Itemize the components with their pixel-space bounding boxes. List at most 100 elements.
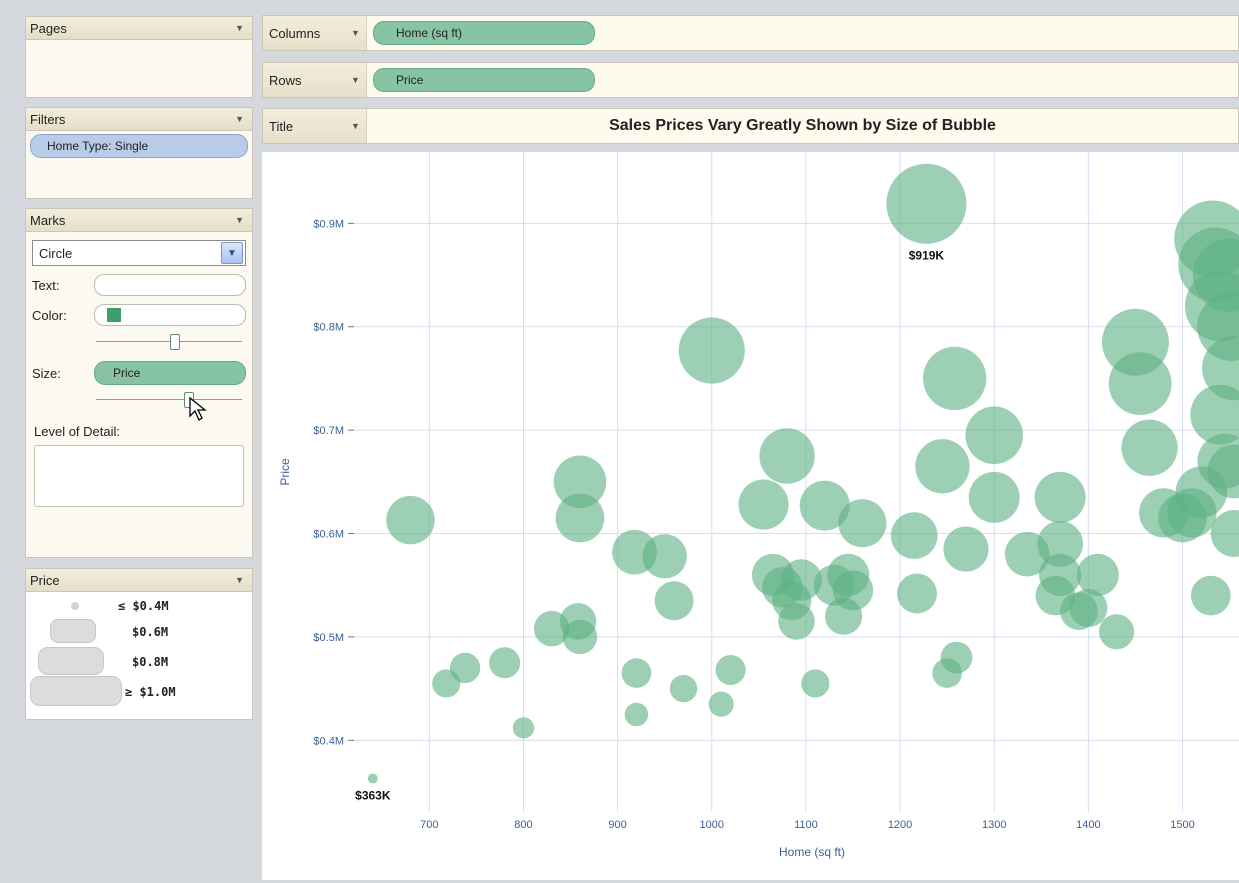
columns-shelf-label[interactable]: Columns ▼: [263, 16, 367, 50]
size-legend-header[interactable]: Price ▼: [26, 569, 252, 592]
columns-shelf[interactable]: Columns ▼ Home (sq ft): [262, 15, 1239, 51]
data-point: [1037, 520, 1083, 567]
columns-label: Columns: [269, 25, 321, 41]
filter-pill-home-type[interactable]: Home Type: Single: [30, 134, 248, 158]
data-label: $919K: [909, 249, 945, 263]
data-point: [715, 654, 746, 686]
pages-panel: Pages ▼: [25, 16, 253, 98]
data-point: [1210, 510, 1239, 557]
title-shelf-label[interactable]: Title ▼: [263, 109, 367, 143]
chart-title: Sales Prices Vary Greatly Shown by Size …: [609, 117, 996, 134]
data-point: [669, 674, 698, 703]
marks-text-row: Text:: [32, 272, 246, 298]
data-point: [1121, 419, 1178, 476]
marks-text-shelf[interactable]: [94, 274, 246, 296]
data-point: [654, 581, 694, 621]
data-point: [367, 773, 378, 784]
data-point: [890, 512, 938, 559]
data-point: [386, 495, 435, 545]
size-field-pill[interactable]: Price: [94, 361, 246, 385]
level-of-detail-shelf[interactable]: [34, 445, 244, 507]
data-point: [778, 603, 815, 640]
marks-size-label: Size:: [32, 365, 61, 381]
mark-type-select[interactable]: Circle ▼: [32, 240, 246, 266]
data-point: [449, 652, 481, 684]
data-point: [968, 471, 1020, 523]
filters-title: Filters: [30, 111, 66, 127]
x-axis-title: Home (sq ft): [779, 845, 845, 859]
marks-color-label: Color:: [32, 307, 67, 323]
filters-panel: Filters ▼ Home Type: Single: [25, 107, 253, 199]
color-swatch[interactable]: [107, 308, 121, 322]
data-point: [489, 647, 521, 679]
data-point: [555, 493, 605, 543]
transparency-slider-handle[interactable]: [170, 334, 180, 350]
data-point: [801, 669, 830, 698]
x-tick-label: 700: [420, 819, 438, 831]
size-legend-panel: Price ▼ ≤ $0.4M $0.6M $0.8M ≥ $1.0M: [25, 568, 253, 720]
marks-panel: Marks ▼ Circle ▼ Text: Color: Size: Pric…: [25, 208, 253, 558]
data-point: [738, 479, 789, 530]
legend-label-2: $0.8M: [132, 655, 169, 669]
data-point: [1076, 553, 1119, 596]
columns-caret-icon[interactable]: ▼: [351, 28, 360, 38]
rows-label: Rows: [269, 72, 302, 88]
x-tick-label: 1200: [888, 819, 912, 831]
data-point: [940, 641, 973, 674]
marks-color-row: Color:: [32, 302, 246, 328]
data-point: [832, 570, 874, 611]
y-tick-label: $0.6M: [313, 529, 344, 541]
rows-caret-icon[interactable]: ▼: [351, 75, 360, 85]
y-tick-label: $0.8M: [313, 322, 344, 334]
data-point: [759, 428, 815, 484]
legend-swatch-1: [50, 619, 96, 643]
legend-swatch-0: [71, 602, 79, 610]
x-tick-label: 800: [514, 819, 532, 831]
rows-shelf[interactable]: Rows ▼ Price: [262, 62, 1239, 98]
title-label: Title: [269, 118, 294, 134]
size-slider[interactable]: [96, 390, 242, 421]
data-point: [642, 534, 687, 579]
data-point: [553, 455, 607, 509]
y-tick-label: $0.4M: [313, 735, 344, 747]
legend-label-0: ≤ $0.4M: [118, 599, 169, 613]
filters-menu-caret-icon[interactable]: ▼: [235, 114, 244, 124]
filters-panel-header[interactable]: Filters ▼: [26, 108, 252, 131]
x-tick-label: 1500: [1170, 819, 1194, 831]
rows-shelf-label[interactable]: Rows ▼: [263, 63, 367, 97]
y-tick-label: $0.9M: [313, 218, 344, 230]
mouse-pointer-icon: [189, 396, 207, 421]
data-point: [512, 717, 535, 739]
data-point: [708, 691, 734, 717]
title-shelf[interactable]: Title ▼ Sales Prices Vary Greatly Shown …: [262, 108, 1239, 144]
data-point: [678, 317, 745, 384]
mark-type-dropdown-icon[interactable]: ▼: [221, 242, 243, 264]
title-caret-icon[interactable]: ▼: [351, 121, 360, 131]
mark-type-value: Circle: [39, 245, 73, 261]
size-legend-caret-icon[interactable]: ▼: [235, 575, 244, 585]
columns-field-pill[interactable]: Home (sq ft): [373, 21, 595, 45]
data-point: [780, 559, 822, 601]
rows-field-pill[interactable]: Price: [373, 68, 595, 92]
marks-color-shelf[interactable]: [94, 304, 246, 326]
data-point: [1034, 471, 1086, 523]
marks-panel-header[interactable]: Marks ▼: [26, 209, 252, 232]
data-point: [943, 526, 989, 572]
data-point: [1069, 588, 1108, 628]
transparency-slider[interactable]: [96, 332, 242, 352]
y-tick-label: $0.5M: [313, 632, 344, 644]
data-point: [562, 619, 598, 655]
data-point: [922, 346, 987, 411]
x-tick-label: 1000: [700, 819, 724, 831]
marks-text-label: Text:: [32, 277, 60, 293]
marks-title: Marks: [30, 212, 66, 228]
data-point: [1039, 553, 1082, 596]
data-point: [965, 406, 1023, 465]
pages-menu-caret-icon[interactable]: ▼: [235, 23, 244, 33]
pages-panel-header[interactable]: Pages ▼: [26, 17, 252, 40]
marks-menu-caret-icon[interactable]: ▼: [235, 215, 244, 225]
marks-size-row: Size: Price: [32, 360, 246, 386]
data-point: [838, 499, 887, 548]
data-point: [1190, 384, 1239, 445]
data-point: [1202, 335, 1239, 401]
